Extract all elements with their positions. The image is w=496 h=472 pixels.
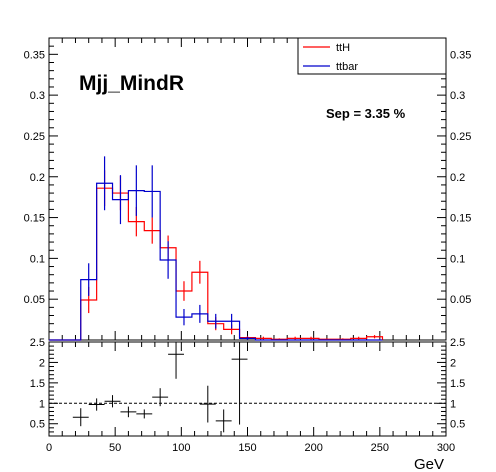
y-tick-label-left: 0.05 [24, 294, 45, 306]
x-tick-label: 100 [172, 442, 190, 454]
y-tick-label-left: 0.2 [30, 172, 45, 184]
ratio-y-ticks-left: 0.5 1 1.5 2 2.5 [30, 337, 58, 433]
separation-annotation: Sep = 3.35 % [326, 106, 406, 121]
legend-entry-ttbar: ttbar [336, 61, 358, 73]
y-tick-label-left: 0.3 [30, 90, 45, 102]
ratio-y-tick-label-left: 1 [39, 398, 45, 410]
ratio-y-tick-label-right: 1.5 [450, 378, 465, 390]
y-tick-label-left: 0.35 [24, 49, 45, 61]
legend-entry-tth: ttH [336, 42, 350, 54]
chart-title: Mjj_MindR [79, 72, 184, 95]
x-tick-label: 300 [437, 442, 455, 454]
y-tick-label-right: 0.15 [450, 213, 471, 225]
y-tick-label-right: 0.05 [450, 294, 471, 306]
legend-box [297, 37, 447, 75]
ratio-point [104, 395, 121, 408]
ratio-y-tick-label-left: 2.5 [30, 337, 45, 349]
ratio-points-group [72, 342, 248, 433]
ratio-y-tick-label-right: 0.5 [450, 419, 465, 431]
x-tick-label: 50 [109, 442, 121, 454]
y-tick-label-right: 0.1 [450, 253, 465, 265]
y-tick-label-right: 0.2 [450, 172, 465, 184]
y-tick-label-left: 0.15 [24, 213, 45, 225]
ratio-y-tick-label-right: 2 [450, 357, 456, 369]
ratio-point [231, 342, 248, 425]
series-ttbar [49, 156, 383, 341]
ratio-point [136, 409, 153, 419]
ratio-x-ticks: 0 50 100 150 200 250 300 [46, 342, 455, 454]
x-axis-unit: GeV [414, 456, 444, 472]
ratio-point [215, 409, 232, 433]
x-tick-label: 0 [46, 442, 52, 454]
ratio-point [199, 385, 216, 423]
ratio-point [72, 408, 89, 427]
main-series-group [49, 156, 384, 341]
y-tick-label-left: 0.1 [30, 253, 45, 265]
y-tick-label-right: 0.3 [450, 90, 465, 102]
y-tick-label-left: 0.25 [24, 131, 45, 143]
ratio-y-tick-label-left: 1.5 [30, 378, 45, 390]
main-y-ticks-left: 0.05 0.1 0.15 0.2 0.25 0.3 0.35 [24, 37, 58, 333]
x-tick-label: 200 [304, 442, 322, 454]
ratio-y-tick-label-right: 1 [450, 398, 456, 410]
y-tick-label-right: 0.35 [450, 49, 471, 61]
legend: ttH ttbar [297, 37, 447, 75]
x-tick-label: 150 [238, 442, 256, 454]
main-histogram-panel: 0.05 0.1 0.15 0.2 0.25 0.3 0.35 0.05 0.1 0.15 0.2… [24, 37, 471, 341]
x-tick-label: 250 [371, 442, 389, 454]
ratio-y-tick-label-left: 0.5 [30, 419, 45, 431]
ratio-y-tick-label-right: 2.5 [450, 337, 465, 349]
histogram-line-ttbar [49, 182, 383, 341]
ratio-panel: 0 50 100 150 200 250 300 0.5 1 1.5 2 2.5 0.5 1 1.5 2 2… [30, 337, 466, 472]
ratio-point [88, 398, 105, 411]
ratio-point [168, 342, 184, 379]
ratio-y-tick-label-left: 2 [39, 357, 45, 369]
ratio-point [152, 388, 169, 407]
y-tick-label-right: 0.25 [450, 131, 471, 143]
ratio-point [120, 406, 137, 418]
